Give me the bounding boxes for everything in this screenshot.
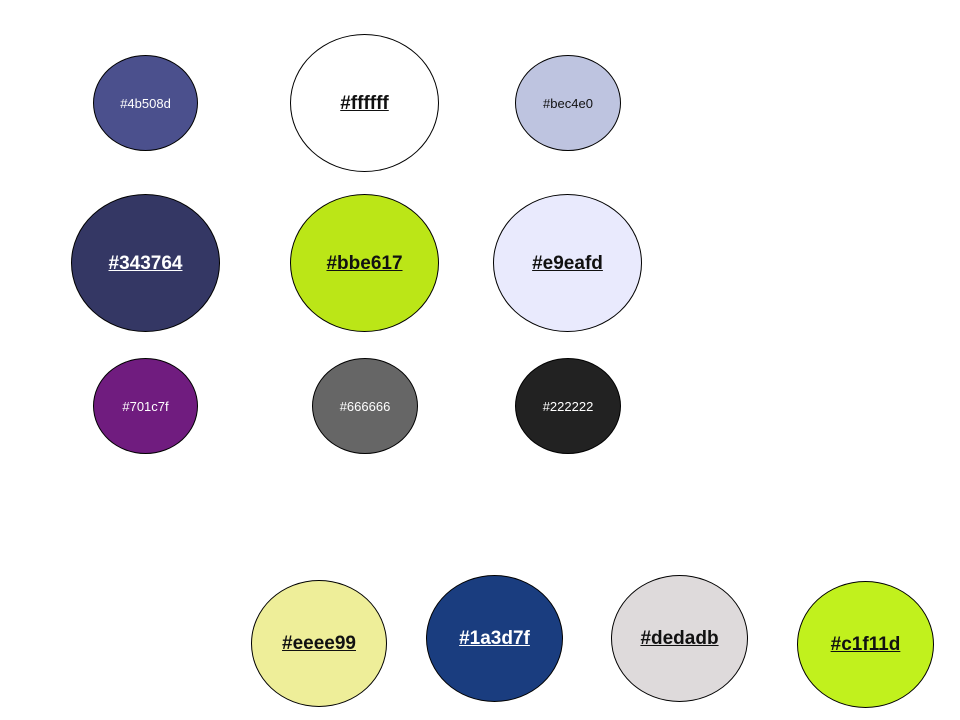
- color-swatch-666666: #666666: [312, 358, 418, 454]
- color-swatch-c1f11d: #c1f11d: [797, 581, 934, 708]
- swatch-label: #bbe617: [326, 252, 403, 274]
- color-swatch-dedadb: #dedadb: [611, 575, 748, 702]
- swatch-label: #343764: [108, 252, 183, 274]
- color-swatch-4b508d: #4b508d: [93, 55, 198, 151]
- swatch-label: #701c7f: [122, 398, 169, 414]
- swatch-label: #4b508d: [120, 95, 171, 111]
- swatch-label: #222222: [542, 398, 594, 414]
- swatch-label: #eeee99: [282, 633, 356, 654]
- color-swatch-222222: #222222: [515, 358, 621, 454]
- color-swatch-bec4e0: #bec4e0: [515, 55, 621, 151]
- color-swatch-eeee99: #eeee99: [251, 580, 387, 707]
- swatch-label: #e9eafd: [532, 252, 603, 274]
- swatch-label: #1a3d7f: [459, 628, 530, 649]
- color-swatch-bbe617: #bbe617: [290, 194, 439, 332]
- swatch-label: #c1f11d: [830, 634, 901, 655]
- color-swatch-ffffff: #ffffff: [290, 34, 439, 172]
- color-swatch-343764: #343764: [71, 194, 220, 332]
- swatch-label: #ffffff: [340, 92, 389, 114]
- swatch-label: #bec4e0: [543, 95, 593, 111]
- swatch-label: #dedadb: [640, 628, 719, 649]
- swatch-label: #666666: [339, 398, 391, 414]
- color-swatch-1a3d7f: #1a3d7f: [426, 575, 563, 702]
- color-swatch-e9eafd: #e9eafd: [493, 194, 642, 332]
- color-swatch-701c7f: #701c7f: [93, 358, 198, 454]
